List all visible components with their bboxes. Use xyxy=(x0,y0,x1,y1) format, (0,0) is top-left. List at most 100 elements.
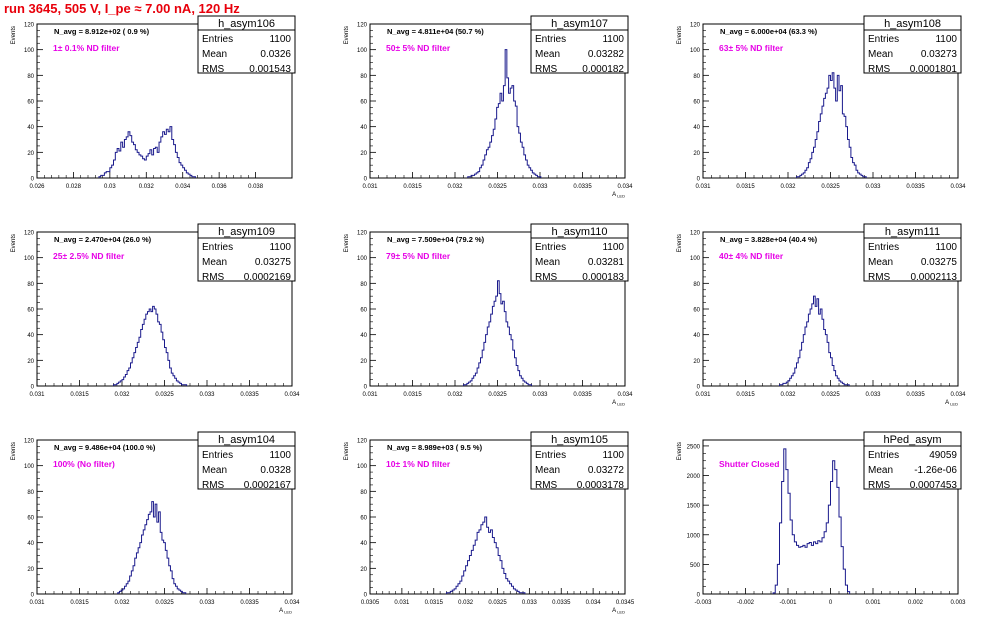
stats-value: 0.03275 xyxy=(255,257,292,268)
y-tick-label: 60 xyxy=(27,100,34,106)
y-tick-label: 120 xyxy=(690,23,701,29)
x-tick-label: 0.031 xyxy=(394,600,410,606)
stats-value: 0.000183 xyxy=(582,272,624,283)
stats-box: h_asym106 Entries 1100 Mean 0.0326 RMS 0.00154… xyxy=(197,15,296,75)
y-tick-label: 80 xyxy=(360,490,367,496)
stats-value: 0.001543 xyxy=(249,64,291,75)
stats-value: 0.0001801 xyxy=(910,64,958,75)
histogram-line xyxy=(772,448,851,594)
stats-box: h_asym110 Entries 1100 Mean 0.03281 RMS 0.0001… xyxy=(530,223,629,283)
x-tick-label: 0.032 xyxy=(114,392,130,398)
x-axis-label: A LED xyxy=(612,400,625,407)
y-tick-label: 100 xyxy=(357,256,368,262)
x-axis-label: A LED xyxy=(612,608,625,615)
stats-value: 1100 xyxy=(935,34,957,45)
y-tick-label: 60 xyxy=(27,516,34,522)
stats-key: Mean xyxy=(868,465,893,476)
stats-key: Entries xyxy=(535,242,566,253)
stats-title: h_asym107 xyxy=(551,18,608,30)
x-tick-label: 0.034 xyxy=(950,392,966,398)
stats-box-frame xyxy=(863,223,962,282)
navg-label: N_avg = 7.509e+04 (79.2 %) xyxy=(387,235,485,244)
histogram-panel-h_asym110: 0 20 40 60 80 100 120 0.031 0.0315 0.032 0.0325 0.0… xyxy=(344,223,633,407)
stats-box: h_asym105 Entries 1100 Mean 0.03272 RMS 0.0003… xyxy=(530,431,629,491)
y-tick-label: 20 xyxy=(27,359,34,365)
x-tick-label: 0.031 xyxy=(695,184,711,190)
y-tick-label: 80 xyxy=(693,74,700,80)
stats-key: Mean xyxy=(202,465,227,476)
x-tick-label: 0.034 xyxy=(617,184,633,190)
y-tick-label: 500 xyxy=(690,563,701,569)
x-tick-label: 0.0315 xyxy=(403,184,422,190)
y-tick-label: 80 xyxy=(27,74,34,80)
histogram-line xyxy=(467,49,542,178)
histogram-panel-hPed_asym: 0 500 1000 1500 2000 2500 -0.003 -0.002 -0.001 0 0… xyxy=(677,431,966,606)
histogram-line xyxy=(117,501,187,594)
stats-value: 0.0007453 xyxy=(910,480,958,491)
filter-label: 40± 4% ND filter xyxy=(719,251,784,261)
x-tick-label: 0.031 xyxy=(362,184,378,190)
x-tick-label: 0.0325 xyxy=(155,600,174,606)
y-tick-label: 80 xyxy=(360,282,367,288)
stats-box: h_asym107 Entries 1100 Mean 0.03282 RMS 0.0001… xyxy=(530,15,629,75)
y-tick-label: 100 xyxy=(690,48,701,54)
stats-value: 49059 xyxy=(929,450,957,461)
filter-label: 25± 2.5% ND filter xyxy=(53,251,125,261)
x-tick-label: 0.0315 xyxy=(736,184,755,190)
histogram-line xyxy=(113,305,188,386)
y-axis-label: Events xyxy=(677,234,683,252)
y-tick-label: 40 xyxy=(27,333,34,339)
x-tick-label: 0.03 xyxy=(104,184,116,190)
x-tick-label: 0.034 xyxy=(617,392,633,398)
y-tick-label: 120 xyxy=(357,23,368,29)
stats-value: 0.03275 xyxy=(921,257,958,268)
stats-key: Mean xyxy=(202,49,227,60)
stats-value: 1100 xyxy=(935,242,957,253)
stats-key: Entries xyxy=(202,450,233,461)
x-tick-label: 0.033 xyxy=(532,392,548,398)
x-tick-label: 0.0325 xyxy=(488,392,507,398)
y-tick-label: 60 xyxy=(693,308,700,314)
x-tick-label: 0.001 xyxy=(865,600,881,606)
stats-box: h_asym111 Entries 1100 Mean 0.03275 RMS 0.0002… xyxy=(863,223,962,283)
histogram-panel-h_asym109: 0 20 40 60 80 100 120 0.031 0.0315 0.032 0.0325 0.0… xyxy=(11,223,300,398)
filter-label: 10± 1% ND filter xyxy=(386,459,451,469)
stats-value: 0.03272 xyxy=(588,465,625,476)
y-axis-label: Events xyxy=(344,26,350,44)
stats-title: h_asym109 xyxy=(218,226,275,238)
y-tick-label: 0 xyxy=(31,385,35,391)
stats-box: h_asym104 Entries 1100 Mean 0.0328 RMS 0.00021… xyxy=(197,431,296,491)
x-tick-label: 0.033 xyxy=(532,184,548,190)
y-tick-label: 40 xyxy=(27,125,34,131)
x-tick-label: 0.034 xyxy=(950,184,966,190)
x-tick-label: 0.031 xyxy=(29,600,45,606)
x-tick-label: 0.033 xyxy=(865,392,881,398)
x-tick-label: 0.003 xyxy=(950,600,966,606)
stats-title: h_asym108 xyxy=(884,18,941,30)
y-tick-label: 40 xyxy=(693,333,700,339)
y-tick-label: 20 xyxy=(27,151,34,157)
stats-value: 1100 xyxy=(602,450,624,461)
y-tick-label: 40 xyxy=(360,125,367,131)
stats-title: h_asym105 xyxy=(551,434,608,446)
y-tick-label: 0 xyxy=(697,385,701,391)
x-tick-label: 0.033 xyxy=(199,600,215,606)
navg-label: N_avg = 3.828e+04 (40.4 %) xyxy=(720,235,818,244)
x-tick-label: 0.0335 xyxy=(573,392,592,398)
y-tick-label: 40 xyxy=(360,541,367,547)
stats-value: 0.0328 xyxy=(260,465,291,476)
x-tick-label: 0.0325 xyxy=(488,184,507,190)
y-tick-label: 120 xyxy=(690,231,701,237)
y-tick-label: 40 xyxy=(360,333,367,339)
x-tick-label: 0.0345 xyxy=(616,600,635,606)
histogram-panel-h_asym111: 0 20 40 60 80 100 120 0.031 0.0315 0.032 0.0325 0.0… xyxy=(677,223,966,407)
y-tick-label: 40 xyxy=(27,541,34,547)
stats-key: RMS xyxy=(535,64,558,75)
stats-key: Entries xyxy=(868,34,899,45)
y-tick-label: 60 xyxy=(360,516,367,522)
stats-key: RMS xyxy=(202,272,225,283)
stats-box-frame xyxy=(863,431,962,490)
x-axis-label: A LED xyxy=(612,192,625,199)
page-title: run 3645, 505 V, I_pe ≈ 7.00 nA, 120 Hz xyxy=(4,1,240,16)
